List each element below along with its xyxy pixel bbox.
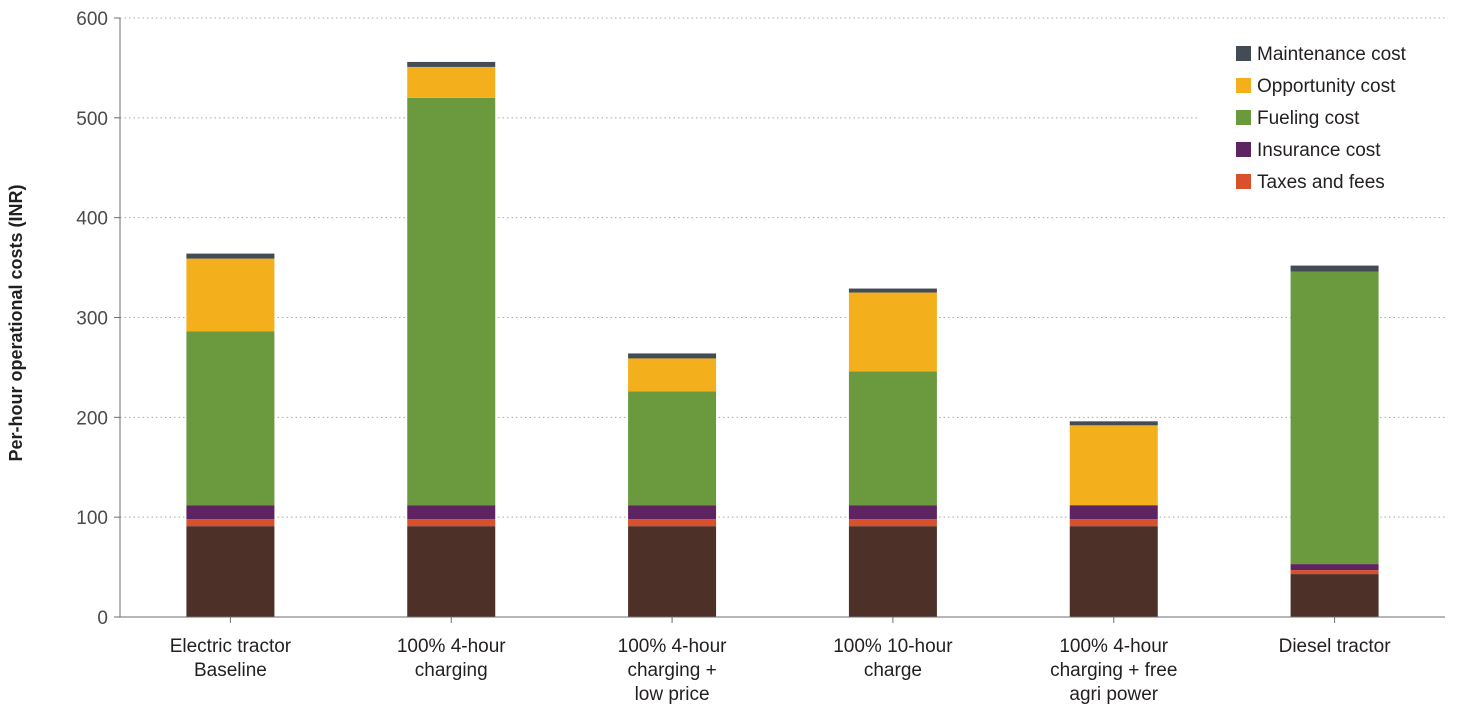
- bar-segment: [628, 505, 717, 520]
- bar-segment: [186, 519, 275, 527]
- x-tick-label: charging: [415, 660, 488, 681]
- y-tick-label: 400: [76, 209, 108, 230]
- legend-swatch: [1236, 46, 1251, 61]
- x-tick-label: 100% 4-hour: [1059, 636, 1168, 657]
- x-tick-label: charging +: [627, 660, 716, 681]
- y-tick-label: 100: [76, 508, 108, 529]
- legend-swatch: [1236, 78, 1251, 93]
- bar-segment: [1290, 271, 1379, 565]
- bar-segment: [628, 391, 717, 506]
- legend-swatch: [1236, 174, 1251, 189]
- x-tick-label: charging + free: [1050, 660, 1177, 681]
- bar-segment: [848, 505, 937, 520]
- bar-segment: [848, 371, 937, 506]
- bar-segment: [1069, 425, 1158, 506]
- x-tick-label: 100% 4-hour: [618, 636, 727, 657]
- y-tick-label: 0: [97, 608, 108, 629]
- axes: [114, 17, 1445, 623]
- bar-segment: [186, 331, 275, 506]
- bar-segment: [1290, 574, 1379, 617]
- bar-segment: [407, 61, 496, 67]
- x-tick-labels: Electric tractor Baseline 100% 4-hour charg…: [170, 636, 1392, 704]
- bar-segment: [1290, 564, 1379, 571]
- bar-segment: [186, 253, 275, 259]
- bar-segment: [1069, 519, 1158, 527]
- x-tick-label: 100% 10-hour: [833, 636, 953, 657]
- x-tick-label: agri power: [1069, 684, 1158, 704]
- y-tick-labels: 0 100 200 300 400 500 600: [76, 9, 108, 629]
- x-tick-label: charge: [864, 660, 922, 681]
- bar-segment: [628, 526, 717, 617]
- bar-segment: [407, 505, 496, 520]
- y-tick-label: 200: [76, 408, 108, 429]
- bar-segment: [186, 505, 275, 520]
- bars: [186, 61, 1379, 617]
- gridlines: [120, 17, 1445, 518]
- legend-label: Fueling cost: [1257, 108, 1360, 129]
- bar-segment: [1290, 265, 1379, 272]
- legend-swatch: [1236, 142, 1251, 157]
- y-tick-label: 600: [76, 9, 108, 30]
- bar-segment: [407, 519, 496, 527]
- x-tick-label: 100% 4-hour: [397, 636, 506, 657]
- bar-segment: [628, 519, 717, 527]
- y-tick-label: 500: [76, 109, 108, 130]
- x-tick-label: Electric tractor: [170, 636, 292, 657]
- bar-segment: [186, 258, 275, 332]
- legend-swatch: [1236, 110, 1251, 125]
- bar-segment: [628, 358, 717, 392]
- bar-segment: [1069, 526, 1158, 617]
- bar-segment: [1069, 421, 1158, 426]
- bar-segment: [848, 288, 937, 293]
- bar-segment: [407, 97, 496, 506]
- bar-segment: [848, 526, 937, 617]
- bar-segment: [628, 353, 717, 359]
- legend-label: Opportunity cost: [1257, 76, 1396, 97]
- bar-segment: [1290, 570, 1379, 575]
- x-tick-label: low price: [635, 684, 710, 704]
- x-tick-label: Baseline: [194, 660, 267, 681]
- bar-segment: [186, 526, 275, 617]
- x-tick-label: Diesel tractor: [1279, 636, 1392, 657]
- legend-label: Maintenance cost: [1257, 44, 1407, 65]
- bar-segment: [407, 66, 496, 98]
- bar-segment: [1069, 505, 1158, 520]
- legend-label: Taxes and fees: [1257, 172, 1385, 193]
- y-tick-label: 300: [76, 309, 108, 330]
- bar-segment: [848, 519, 937, 527]
- y-axis-label: Per-hour operational costs (INR): [6, 184, 26, 461]
- bar-segment: [407, 526, 496, 617]
- legend: Maintenance cost Opportunity cost Fueling …: [1198, 38, 1448, 206]
- bar-segment: [848, 292, 937, 372]
- legend-label: Insurance cost: [1257, 140, 1381, 161]
